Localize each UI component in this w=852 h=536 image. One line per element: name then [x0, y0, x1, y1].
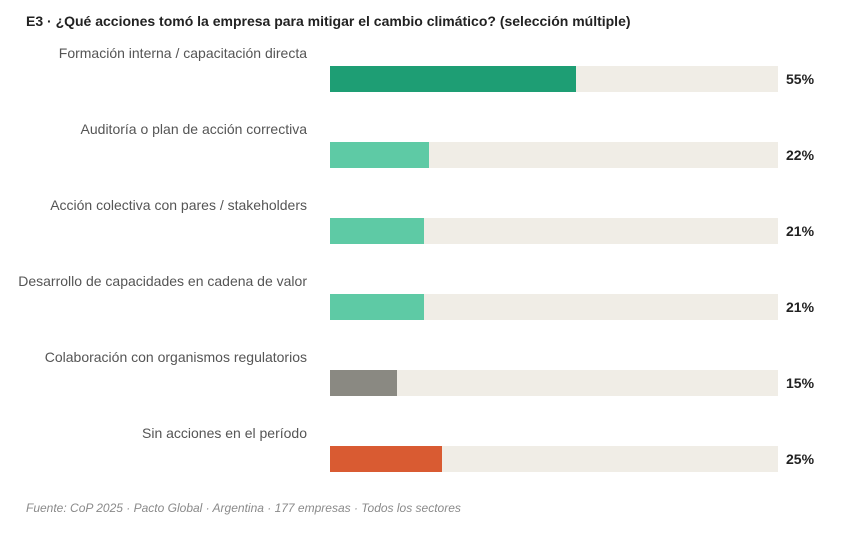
value-label: 15% [786, 375, 815, 391]
bar [330, 446, 442, 472]
category-label: Acción colectiva con pares / stakeholder… [50, 197, 307, 213]
bar-track [330, 294, 778, 320]
bar [330, 370, 398, 396]
bar-track [330, 142, 778, 168]
category-label: Auditoría o plan de acción correctiva [80, 121, 307, 137]
bar-row: Formación interna / capacitación directa… [0, 45, 852, 121]
value-label: 25% [786, 451, 815, 467]
bar [330, 294, 425, 320]
chart-title: E3 · ¿Qué acciones tomó la empresa para … [26, 13, 631, 29]
value-label: 22% [786, 147, 815, 163]
bar-row: Auditoría o plan de acción correctiva 22% [0, 121, 852, 197]
bar [330, 66, 577, 92]
bar-row: Acción colectiva con pares / stakeholder… [0, 197, 852, 273]
value-label: 55% [786, 71, 815, 87]
category-label: Colaboración con organismos regulatorios [44, 349, 307, 365]
bar-track [330, 446, 778, 472]
category-label: Formación interna / capacitación directa [58, 45, 307, 61]
value-label: 21% [786, 223, 815, 239]
category-label: Sin acciones en el período [142, 425, 307, 441]
bar [330, 218, 425, 244]
bar-track [330, 66, 778, 92]
value-label: 21% [786, 299, 815, 315]
bar-row: Colaboración con organismos regulatorios… [0, 349, 852, 425]
bar-track [330, 370, 778, 396]
category-label: Desarrollo de capacidades en cadena de v… [18, 273, 307, 289]
bar [330, 142, 429, 168]
bar-row: Sin acciones en el período 25% [0, 425, 852, 501]
bar-row: Desarrollo de capacidades en cadena de v… [0, 273, 852, 349]
bar-track [330, 218, 778, 244]
source-note: Fuente: CoP 2025 · Pacto Global · Argent… [26, 501, 461, 515]
